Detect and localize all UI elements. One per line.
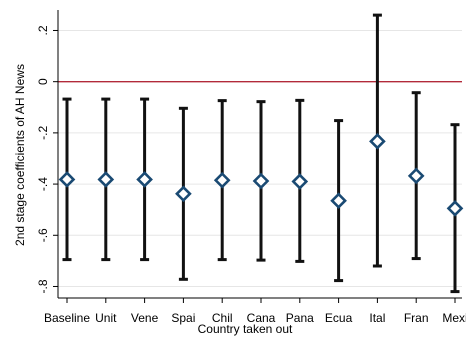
x-tick-label: Cana [247, 311, 276, 325]
point-estimate-marker [446, 200, 464, 217]
point-estimate-marker [97, 171, 115, 188]
x-tick-label: Pana [286, 311, 314, 325]
point-estimate-marker [252, 172, 270, 190]
y-tick-label: -.4 [36, 177, 50, 191]
point-estimate-marker [58, 171, 76, 188]
x-tick-label: Vene [131, 311, 159, 325]
point-estimate-marker [407, 167, 425, 185]
y-tick-label: 0 [36, 78, 50, 85]
point-estimate-marker [330, 192, 347, 210]
x-tick-label: Unit [95, 311, 117, 325]
y-tick-label: -.6 [36, 228, 50, 242]
x-tick-label: Fran [404, 311, 429, 325]
point-estimate-marker [291, 173, 309, 190]
confidence-intervals [62, 13, 460, 294]
point-estimate-marker [213, 171, 231, 189]
x-tick-label: Ecua [325, 311, 353, 325]
point-estimate-marker [369, 132, 386, 150]
x-tick-label: Ital [369, 311, 385, 325]
point-estimates [58, 132, 464, 217]
x-tick-label: Spai [171, 311, 195, 325]
x-axis-title: Country taken out [198, 322, 293, 336]
x-tick-label: Baseline [44, 311, 90, 325]
y-tick-label: -.8 [36, 279, 50, 293]
axes [57, 10, 462, 299]
y-tick-label: -.2 [36, 126, 50, 140]
y-axis-ticks: .2 0 -.2 -.4 -.6 -.8 [36, 25, 58, 293]
y-tick-label: .2 [36, 25, 50, 35]
y-axis-title: 2nd stage coefficients of AH News [13, 64, 27, 246]
x-tick-label: Mexi [442, 311, 466, 325]
point-estimate-marker [136, 171, 153, 188]
point-estimate-marker [175, 185, 192, 203]
x-axis-ticks: Baseline Unit Vene Spai Chil Cana Pana Ecua Ital… [44, 298, 466, 325]
x-tick-label: Chil [212, 311, 233, 325]
